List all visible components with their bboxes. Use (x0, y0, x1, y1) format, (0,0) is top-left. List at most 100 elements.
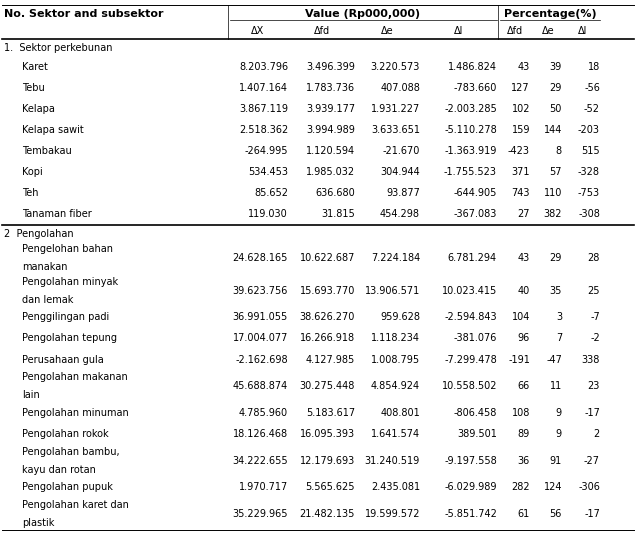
Text: 24.628.165: 24.628.165 (233, 254, 288, 263)
Text: 17.004.077: 17.004.077 (233, 333, 288, 343)
Text: Karet: Karet (22, 62, 48, 72)
Text: 7.224.184: 7.224.184 (371, 254, 420, 263)
Text: 515: 515 (581, 146, 600, 156)
Text: 2.518.362: 2.518.362 (238, 125, 288, 135)
Text: -47: -47 (546, 355, 562, 364)
Text: -806.458: -806.458 (453, 408, 497, 418)
Text: Tebu: Tebu (22, 83, 45, 93)
Text: 18: 18 (588, 62, 600, 72)
Text: -7: -7 (590, 312, 600, 323)
Text: 9: 9 (556, 408, 562, 418)
Text: 3.496.399: 3.496.399 (306, 62, 355, 72)
Text: Kelapa sawit: Kelapa sawit (22, 125, 84, 135)
Text: Tanaman fiber: Tanaman fiber (22, 209, 92, 219)
Text: 282: 282 (511, 482, 530, 492)
Text: 5.565.625: 5.565.625 (305, 482, 355, 492)
Text: 127: 127 (511, 83, 530, 93)
Text: -17: -17 (584, 509, 600, 519)
Text: 1.641.574: 1.641.574 (371, 429, 420, 439)
Text: 144: 144 (544, 125, 562, 135)
Text: 57: 57 (550, 167, 562, 177)
Text: 39.623.756: 39.623.756 (233, 286, 288, 296)
Text: -328: -328 (578, 167, 600, 177)
Text: Δl: Δl (454, 26, 463, 36)
Text: Kelapa: Kelapa (22, 104, 55, 114)
Text: -9.197.558: -9.197.558 (445, 456, 497, 465)
Text: 16.266.918: 16.266.918 (300, 333, 355, 343)
Text: 56: 56 (550, 509, 562, 519)
Text: -27: -27 (584, 456, 600, 465)
Text: 408.801: 408.801 (380, 408, 420, 418)
Text: 371: 371 (511, 167, 530, 177)
Text: 1.783.736: 1.783.736 (306, 83, 355, 93)
Text: -5.110.278: -5.110.278 (445, 125, 497, 135)
Text: 19.599.572: 19.599.572 (364, 509, 420, 519)
Text: 5.183.617: 5.183.617 (306, 408, 355, 418)
Text: 8: 8 (556, 146, 562, 156)
Text: 13.906.571: 13.906.571 (365, 286, 420, 296)
Text: 50: 50 (550, 104, 562, 114)
Text: Percentage(%): Percentage(%) (504, 9, 597, 19)
Text: 1.985.032: 1.985.032 (306, 167, 355, 177)
Text: Pengolahan bambu,: Pengolahan bambu, (22, 447, 120, 456)
Text: Δfd: Δfd (314, 26, 329, 36)
Text: -367.083: -367.083 (453, 209, 497, 219)
Text: 2  Pengolahan: 2 Pengolahan (4, 228, 74, 239)
Text: Δe: Δe (381, 26, 394, 36)
Text: -1.755.523: -1.755.523 (444, 167, 497, 177)
Text: -7.299.478: -7.299.478 (445, 355, 497, 364)
Text: 8.203.796: 8.203.796 (239, 62, 288, 72)
Text: 9: 9 (556, 429, 562, 439)
Text: Pengolahan rokok: Pengolahan rokok (22, 429, 109, 439)
Text: 1.  Sektor perkebunan: 1. Sektor perkebunan (4, 43, 113, 52)
Text: 43: 43 (518, 254, 530, 263)
Text: 10.558.502: 10.558.502 (441, 381, 497, 391)
Text: Δe: Δe (542, 26, 555, 36)
Text: kayu dan rotan: kayu dan rotan (22, 464, 96, 475)
Text: 28: 28 (588, 254, 600, 263)
Text: 454.298: 454.298 (380, 209, 420, 219)
Text: 304.944: 304.944 (380, 167, 420, 177)
Text: 38.626.270: 38.626.270 (300, 312, 355, 323)
Text: -2.594.843: -2.594.843 (445, 312, 497, 323)
Text: 29: 29 (550, 83, 562, 93)
Text: -264.995: -264.995 (244, 146, 288, 156)
Text: 3: 3 (556, 312, 562, 323)
Text: -191: -191 (508, 355, 530, 364)
Text: 7: 7 (556, 333, 562, 343)
Text: 45.688.874: 45.688.874 (233, 381, 288, 391)
Text: 1.970.717: 1.970.717 (238, 482, 288, 492)
Text: 36.991.055: 36.991.055 (233, 312, 288, 323)
Text: Pengolahan karet dan: Pengolahan karet dan (22, 500, 129, 510)
Text: 15.693.770: 15.693.770 (300, 286, 355, 296)
Text: 25: 25 (588, 286, 600, 296)
Text: No. Sektor and subsektor: No. Sektor and subsektor (4, 9, 163, 19)
Text: 3.220.573: 3.220.573 (371, 62, 420, 72)
Text: 31.240.519: 31.240.519 (365, 456, 420, 465)
Text: -6.029.989: -6.029.989 (445, 482, 497, 492)
Text: 124: 124 (544, 482, 562, 492)
Text: 36: 36 (518, 456, 530, 465)
Text: 104: 104 (511, 312, 530, 323)
Text: -753: -753 (578, 188, 600, 198)
Text: dan lemak: dan lemak (22, 295, 73, 305)
Text: Tembakau: Tembakau (22, 146, 72, 156)
Text: 31.815: 31.815 (321, 209, 355, 219)
Text: 108: 108 (511, 408, 530, 418)
Text: 4.854.924: 4.854.924 (371, 381, 420, 391)
Text: Penggilingan padi: Penggilingan padi (22, 312, 109, 323)
Text: 119.030: 119.030 (248, 209, 288, 219)
Text: 1.120.594: 1.120.594 (306, 146, 355, 156)
Text: 3.994.989: 3.994.989 (306, 125, 355, 135)
Text: Pengolahan minyak: Pengolahan minyak (22, 277, 118, 287)
Text: 43: 43 (518, 62, 530, 72)
Text: -5.851.742: -5.851.742 (444, 509, 497, 519)
Text: 21.482.135: 21.482.135 (300, 509, 355, 519)
Text: 30.275.448: 30.275.448 (300, 381, 355, 391)
Text: 1.118.234: 1.118.234 (371, 333, 420, 343)
Text: 29: 29 (550, 254, 562, 263)
Text: 3.939.177: 3.939.177 (306, 104, 355, 114)
Text: -52: -52 (584, 104, 600, 114)
Text: 16.095.393: 16.095.393 (300, 429, 355, 439)
Text: -306: -306 (578, 482, 600, 492)
